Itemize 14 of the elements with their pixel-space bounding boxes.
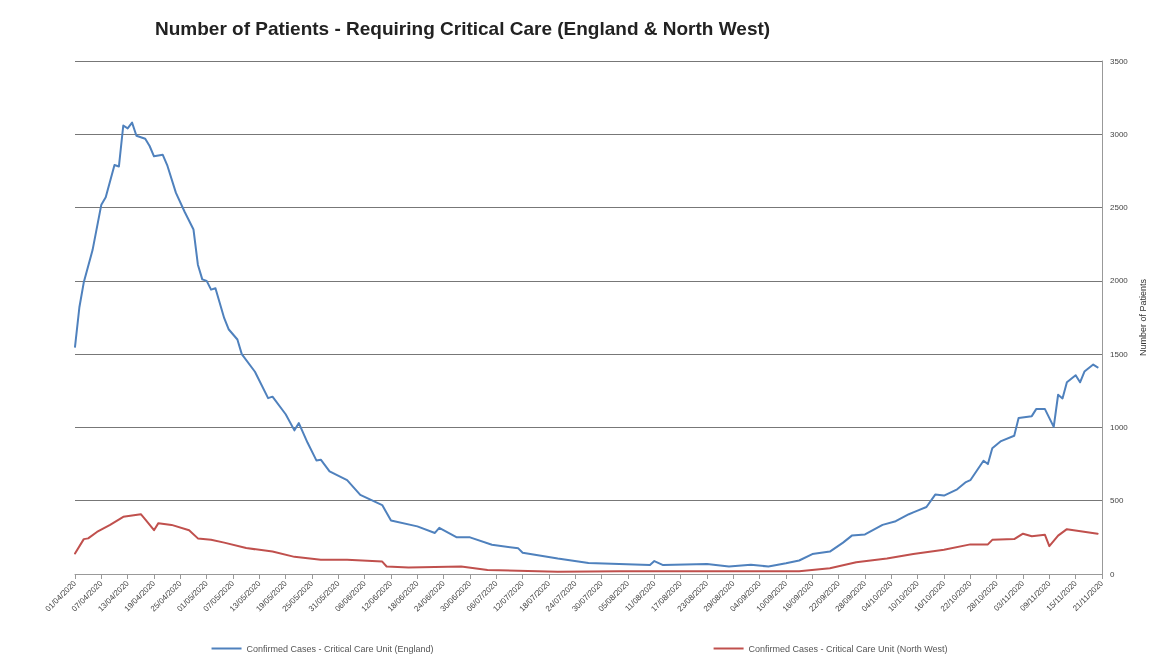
y-tick-label: 3000 xyxy=(1110,129,1129,139)
y-tick-label: 2000 xyxy=(1110,276,1129,286)
y-tick-label: 0 xyxy=(1110,569,1115,579)
legend-label: Confirmed Cases - Critical Care Unit (North West) xyxy=(748,643,948,654)
y-tick-label: 3500 xyxy=(1110,56,1129,66)
y-tick-label: 2500 xyxy=(1110,203,1129,213)
y-tick-label: 500 xyxy=(1110,496,1124,506)
y-tick-label: 1500 xyxy=(1110,349,1129,359)
line-series xyxy=(74,121,1099,568)
line-series xyxy=(74,513,1099,573)
chart-title: Number of Patients - Requiring Critical Care (England & North West) xyxy=(155,18,771,39)
y-axis-title: Number of Patients xyxy=(1138,278,1149,357)
legend-label: Confirmed Cases - Critical Care Unit (England) xyxy=(246,643,434,654)
y-tick-label: 1000 xyxy=(1110,422,1129,432)
